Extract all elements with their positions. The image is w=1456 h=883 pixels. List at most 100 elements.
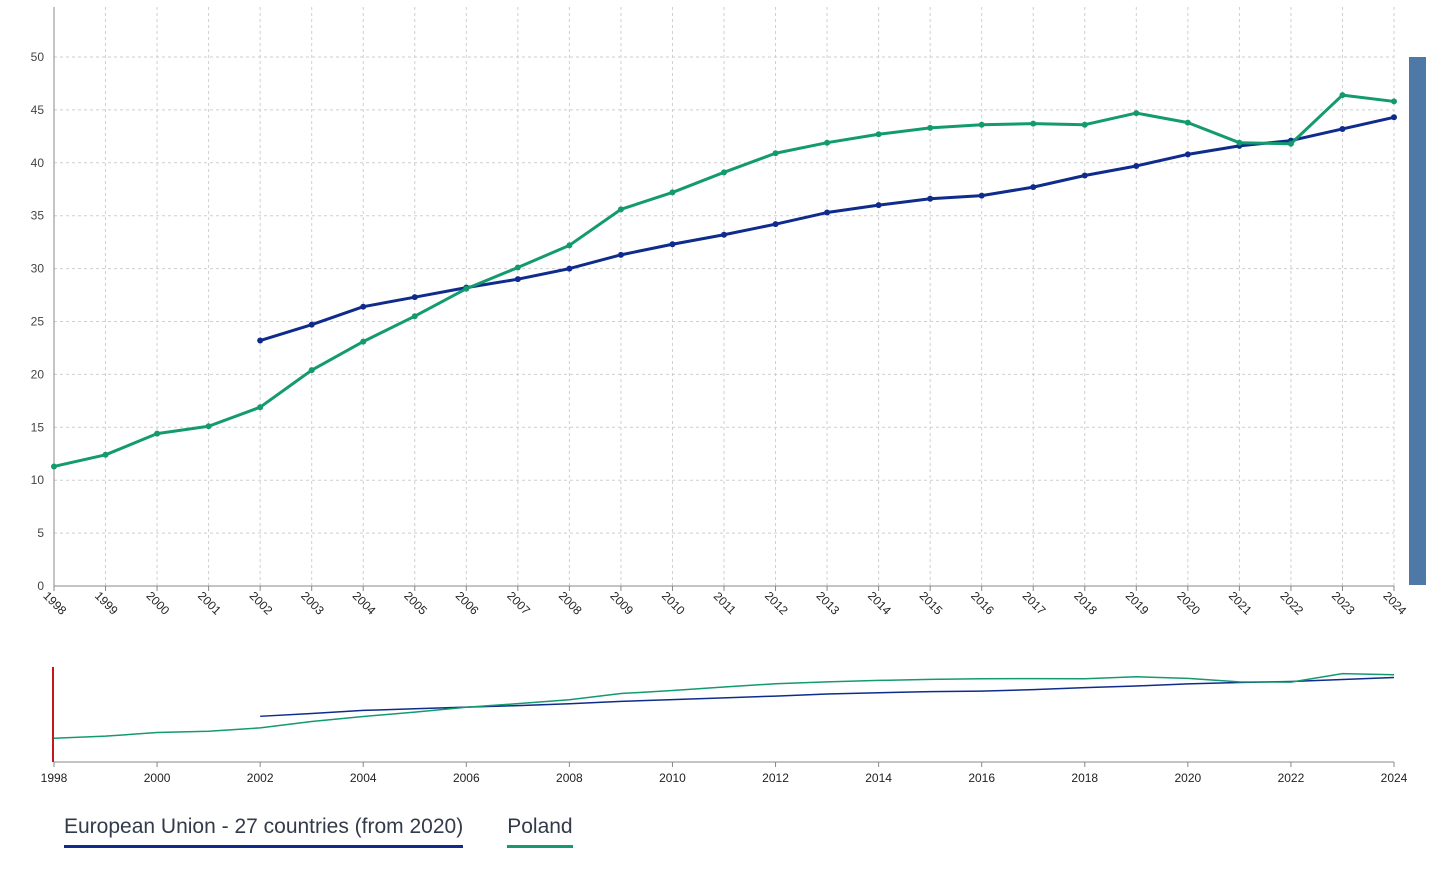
- overview-x-tick-label: 2006: [453, 771, 480, 785]
- x-tick-label: 2002: [247, 589, 276, 618]
- data-point-eu: [772, 221, 779, 228]
- overview-line-eu: [260, 676, 1395, 718]
- legend-swatch-poland: [507, 845, 573, 848]
- data-point-poland: [1030, 120, 1037, 127]
- data-point-poland: [927, 124, 934, 131]
- data-point-eu: [308, 321, 315, 328]
- x-tick-label: 2010: [659, 589, 688, 618]
- data-point-eu: [1030, 184, 1037, 191]
- y-tick-label: 20: [31, 367, 45, 381]
- data-point-poland: [1081, 121, 1088, 128]
- x-tick-label: 2015: [917, 589, 946, 618]
- x-tick-label: 2004: [350, 589, 379, 618]
- x-tick-label: 2020: [1174, 589, 1203, 618]
- overview-x-tick-label: 2018: [1071, 771, 1098, 785]
- legend: European Union - 27 countries (from 2020…: [64, 812, 573, 848]
- overview-x-tick-label: 2020: [1174, 771, 1201, 785]
- data-point-eu: [360, 303, 367, 310]
- x-tick-label: 2005: [401, 589, 430, 618]
- overview-x-tick-label: 2004: [350, 771, 377, 785]
- data-point-poland: [257, 404, 264, 411]
- x-tick-label: 2017: [1020, 589, 1049, 618]
- x-tick-label: 2023: [1329, 589, 1358, 618]
- data-point-poland: [360, 338, 367, 345]
- x-tick-label: 2021: [1226, 589, 1255, 618]
- legend-swatch-eu: [64, 845, 464, 848]
- y-tick-label: 15: [31, 420, 45, 434]
- y-tick-label: 40: [31, 156, 45, 170]
- x-tick-label: 2009: [607, 589, 636, 618]
- overview-x-tick-label: 1998: [41, 771, 68, 785]
- x-tick-label: 2013: [814, 589, 843, 618]
- y-tick-label: 35: [31, 209, 45, 223]
- overview-x-tick-label: 2024: [1381, 771, 1408, 785]
- x-tick-label: 2000: [144, 589, 173, 618]
- data-point-eu: [1081, 172, 1088, 179]
- x-tick-label: 2007: [504, 589, 533, 618]
- data-point-eu: [927, 195, 934, 202]
- data-point-poland: [617, 206, 624, 213]
- data-point-eu: [1184, 151, 1191, 158]
- data-point-poland: [772, 150, 779, 157]
- x-tick-label: 2008: [556, 589, 585, 618]
- x-tick-label: 2016: [968, 589, 997, 618]
- x-tick-label: 2012: [762, 589, 791, 618]
- overview-navigator[interactable]: 1998 2000 2002 2004 2006 2008 2010 2012 2014 2016…: [41, 667, 1408, 785]
- data-point-poland: [566, 242, 573, 249]
- data-point-poland: [1133, 110, 1140, 117]
- vertical-scroll-handle[interactable]: [1409, 57, 1426, 585]
- legend-item-poland[interactable]: Poland: [507, 812, 573, 848]
- data-point-poland: [154, 430, 161, 437]
- data-point-poland: [102, 451, 109, 458]
- legend-item-eu[interactable]: European Union - 27 countries (from 2020…: [64, 812, 464, 848]
- main-grid: [54, 7, 1395, 586]
- overview-x-tick-label: 2012: [762, 771, 789, 785]
- data-point-eu: [824, 209, 831, 216]
- legend-label-eu: European Union - 27 countries (from 2020…: [64, 815, 464, 838]
- data-point-eu: [669, 241, 676, 248]
- x-tick-label: 2001: [195, 589, 224, 618]
- y-tick-label: 0: [37, 579, 44, 593]
- data-point-eu: [257, 337, 264, 344]
- data-point-eu: [566, 265, 573, 272]
- y-tick-label: 25: [31, 315, 45, 329]
- x-tick-label: 2011: [711, 589, 739, 617]
- data-point-eu: [617, 251, 624, 258]
- data-point-poland: [824, 139, 831, 146]
- y-tick-label: 5: [37, 526, 44, 540]
- data-point-eu: [721, 231, 727, 238]
- y-tick-label: 45: [31, 103, 45, 117]
- overview-x-tick-label: 2008: [556, 771, 583, 785]
- data-point-poland: [1339, 92, 1346, 99]
- overview-x-tick-label: 2002: [247, 771, 274, 785]
- data-point-poland: [1184, 119, 1191, 126]
- data-point-poland: [721, 169, 727, 176]
- x-tick-label: 2019: [1123, 589, 1152, 618]
- data-point-poland: [1236, 139, 1243, 146]
- x-tick-label: 1998: [40, 589, 69, 618]
- data-point-poland: [51, 463, 57, 470]
- data-point-poland: [514, 264, 521, 271]
- overview-line-poland: [53, 672, 1395, 739]
- overview-x-tick-label: 2022: [1278, 771, 1305, 785]
- data-point-poland: [308, 367, 315, 374]
- y-tick-label: 50: [31, 50, 45, 64]
- main-axes: 0 5 10 15 20 25 30 35 40 45 50 1998 1999 2000 2001 2002…: [31, 7, 1409, 618]
- overview-x-tick-label: 2000: [144, 771, 171, 785]
- data-point-poland: [875, 131, 882, 138]
- overview-x-tick-label: 2010: [659, 771, 686, 785]
- data-point-eu: [978, 192, 985, 199]
- overview-x-tick-label: 2016: [968, 771, 995, 785]
- data-point-eu: [411, 294, 418, 301]
- main-series: [51, 92, 1397, 470]
- data-point-eu: [875, 202, 882, 209]
- overview-x-tick-label: 2014: [865, 771, 892, 785]
- data-point-poland: [411, 313, 418, 320]
- y-tick-label: 30: [31, 262, 45, 276]
- x-tick-label: 2006: [453, 589, 482, 618]
- data-point-poland: [669, 189, 676, 196]
- data-point-poland: [1391, 98, 1397, 105]
- data-point-poland: [205, 423, 212, 430]
